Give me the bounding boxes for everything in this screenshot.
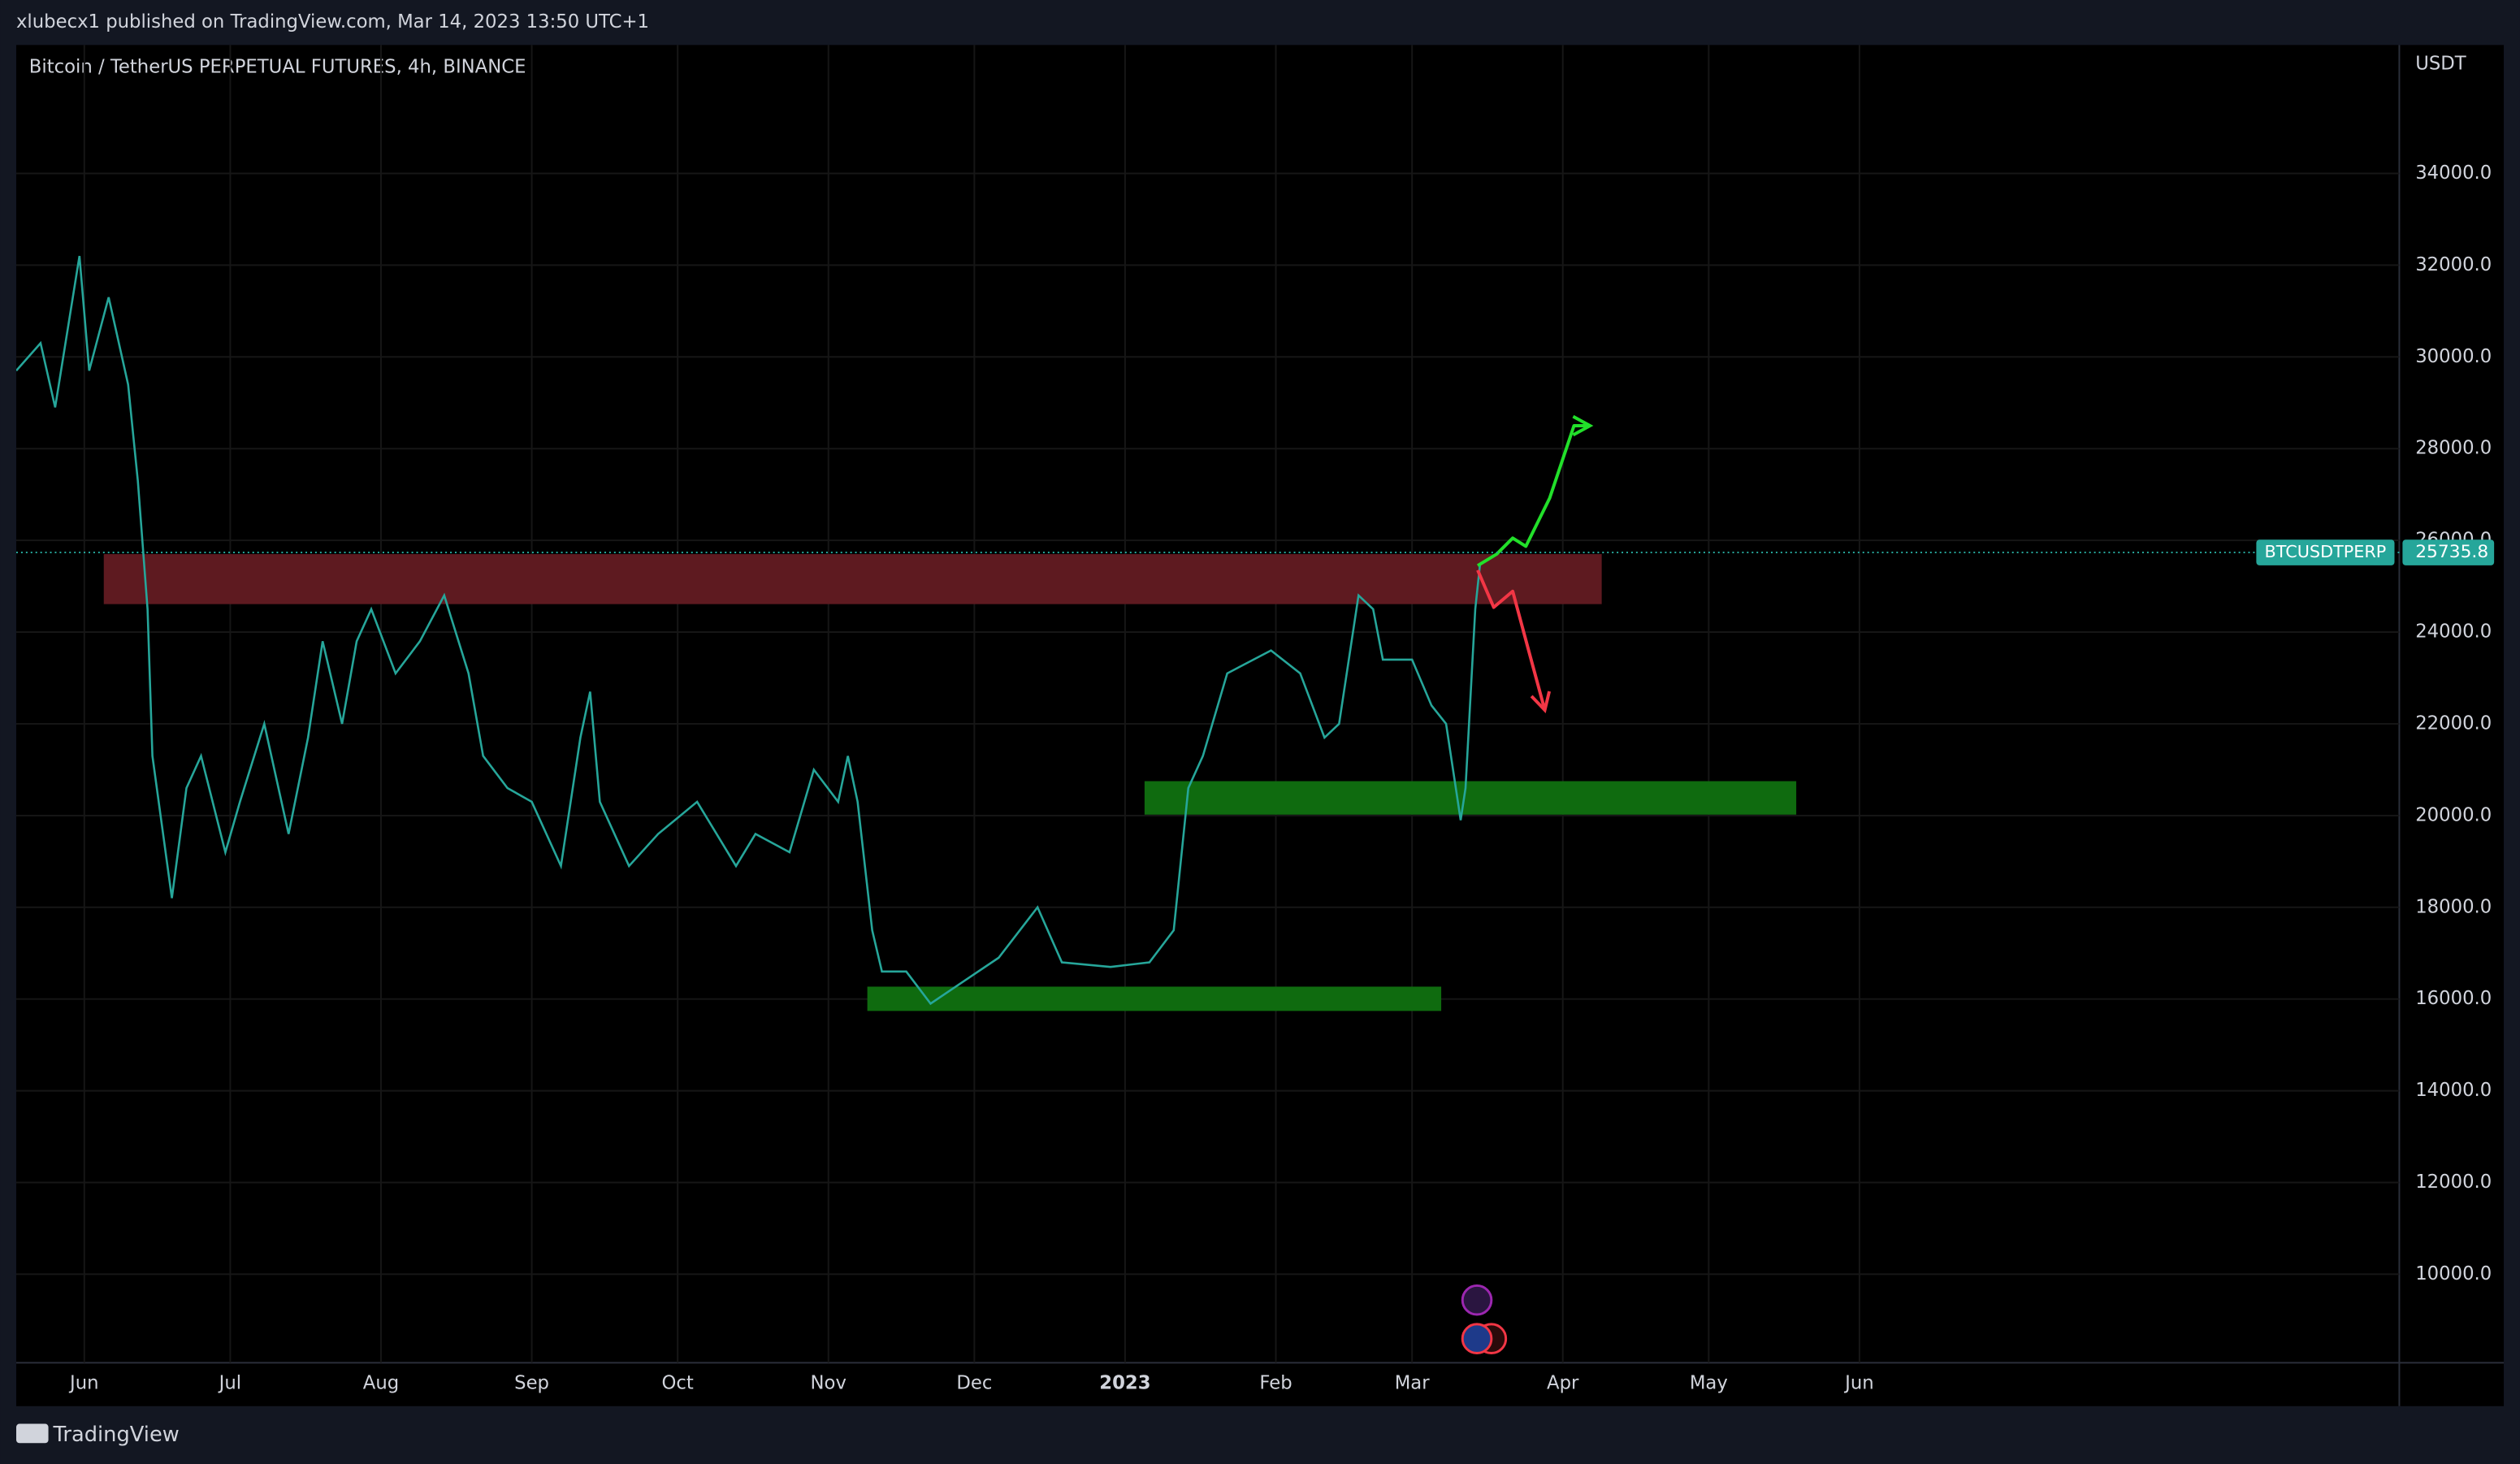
price-unit: USDT bbox=[2415, 54, 2466, 75]
y-tick-label: 32000.0 bbox=[2415, 254, 2492, 275]
x-tick-label: 2023 bbox=[1099, 1373, 1150, 1394]
x-tick-label: Apr bbox=[1547, 1373, 1579, 1394]
plot-area bbox=[15, 45, 2400, 1363]
event-icon bbox=[1461, 1284, 1493, 1316]
x-tick-label: Sep bbox=[514, 1373, 549, 1394]
symbol-title: Bitcoin / TetherUS PERPETUAL FUTURES, 4h… bbox=[29, 57, 526, 78]
x-tick-label: Jun bbox=[68, 1373, 99, 1394]
x-tick-label: Jul bbox=[218, 1373, 241, 1394]
y-tick-label: 24000.0 bbox=[2415, 622, 2492, 643]
x-tick-label: Nov bbox=[811, 1373, 846, 1394]
y-tick-label: 10000.0 bbox=[2415, 1263, 2492, 1284]
price-tag-label: 25735.8 bbox=[2415, 542, 2488, 562]
y-tick-label: 20000.0 bbox=[2415, 804, 2492, 825]
zone bbox=[1144, 781, 1797, 815]
y-tick-label: 12000.0 bbox=[2415, 1172, 2492, 1193]
publish-info: xlubecx1 published on TradingView.com, M… bbox=[16, 11, 649, 32]
price-line bbox=[15, 255, 1482, 1006]
symbol-tag-label: BTCUSDTPERP bbox=[2265, 542, 2387, 561]
x-tick-label: Jun bbox=[1843, 1373, 1874, 1394]
y-tick-label: 30000.0 bbox=[2415, 346, 2492, 367]
y-tick-label: 22000.0 bbox=[2415, 713, 2492, 734]
event-icons bbox=[1461, 1284, 1508, 1354]
y-tick-label: 14000.0 bbox=[2415, 1080, 2492, 1101]
x-tick-label: Mar bbox=[1395, 1373, 1431, 1394]
y-tick-label: 34000.0 bbox=[2415, 162, 2492, 184]
y-tick-label: 28000.0 bbox=[2415, 438, 2492, 459]
footer-brand: TradingView bbox=[52, 1423, 179, 1447]
event-icon bbox=[1461, 1323, 1493, 1354]
x-tick-label: Aug bbox=[363, 1373, 399, 1394]
x-tick-label: Oct bbox=[662, 1373, 694, 1394]
projection-arrow bbox=[1476, 423, 1591, 567]
arrow-head bbox=[1572, 414, 1594, 437]
zone bbox=[103, 554, 1602, 604]
x-tick-label: May bbox=[1690, 1373, 1728, 1394]
y-tick-label: 16000.0 bbox=[2415, 988, 2492, 1009]
logo-icon bbox=[15, 1423, 49, 1444]
symbol-tag bbox=[2256, 539, 2395, 565]
zone bbox=[867, 986, 1442, 1011]
tv-logo: TradingView bbox=[15, 1423, 180, 1447]
chart-pane bbox=[15, 45, 2505, 1406]
x-tick-label: Feb bbox=[1259, 1373, 1292, 1394]
x-tick-label: Dec bbox=[956, 1373, 992, 1394]
arrow-head bbox=[1530, 691, 1552, 713]
price-tag bbox=[2402, 539, 2495, 565]
projection-arrow bbox=[1476, 570, 1547, 711]
y-tick-label: 18000.0 bbox=[2415, 896, 2492, 917]
